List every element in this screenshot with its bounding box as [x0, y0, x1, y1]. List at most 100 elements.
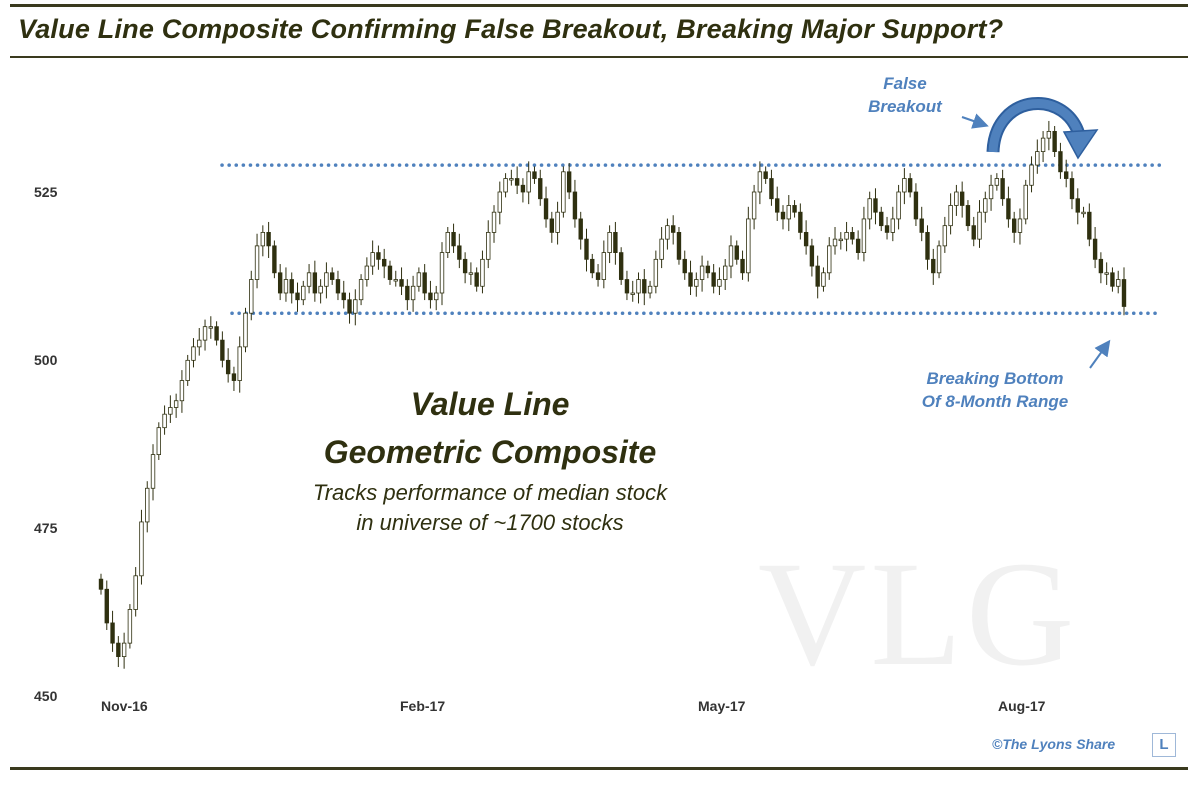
candle-body — [775, 198, 780, 213]
candle — [879, 206, 884, 232]
candle-body — [688, 272, 693, 287]
annotation-line: Of 8-Month Range — [921, 392, 1069, 411]
candle-body — [965, 205, 971, 227]
candle — [1081, 206, 1086, 218]
candle — [699, 255, 705, 292]
candle-body — [1069, 178, 1075, 200]
candle — [751, 184, 757, 230]
candle-body — [803, 231, 809, 247]
candle — [618, 247, 624, 285]
candle — [509, 169, 514, 186]
candle-body — [543, 198, 549, 220]
candle-body — [890, 218, 896, 233]
candle-body — [578, 218, 583, 240]
candle-body — [462, 258, 468, 274]
candle-body — [110, 622, 115, 644]
candle — [642, 269, 647, 306]
candle-body — [1011, 218, 1017, 233]
candle-body — [705, 265, 711, 274]
candle — [746, 206, 751, 282]
candle-body — [410, 285, 416, 301]
candle — [572, 179, 578, 228]
y-tick-label: 500 — [34, 352, 58, 368]
breaking-bottom-label: Breaking Bottom Of 8-Month Range — [880, 367, 1110, 413]
chart-title: Value Line Composite Confirming False Br… — [18, 14, 1004, 44]
candle-body — [850, 231, 855, 240]
candle-body — [607, 231, 612, 253]
candle-body — [884, 225, 890, 233]
candle — [728, 235, 734, 279]
candle-body — [601, 252, 607, 280]
curved-arrow-head — [1062, 129, 1099, 160]
candle-body — [566, 171, 572, 193]
candle — [434, 285, 439, 311]
candle-body — [393, 279, 398, 282]
candle-body — [133, 575, 138, 610]
candle-body — [590, 258, 595, 274]
candle-body — [728, 245, 734, 267]
candle-body — [468, 272, 474, 275]
candle-body — [283, 279, 289, 294]
candle-body — [156, 427, 161, 455]
candle-body — [757, 171, 763, 193]
candle — [775, 186, 780, 221]
candle — [798, 203, 803, 240]
candle-body — [682, 258, 687, 274]
candle — [179, 370, 185, 413]
candle — [971, 216, 976, 247]
index-name: Value Line Geometric Composite — [290, 380, 690, 476]
candle — [590, 253, 595, 279]
candle-body — [1017, 218, 1023, 233]
candle — [659, 227, 664, 269]
candle — [902, 168, 907, 205]
curved-arrow-shaft — [988, 99, 1085, 153]
candle-body — [306, 272, 312, 287]
candle-body — [694, 279, 699, 287]
candle — [249, 270, 254, 321]
candle-body — [647, 285, 653, 294]
candle — [324, 262, 329, 299]
candle — [98, 573, 104, 595]
candle — [1035, 139, 1040, 174]
candle — [1098, 252, 1104, 284]
candle-body — [636, 279, 641, 294]
candles — [98, 120, 1127, 669]
candle — [578, 211, 583, 250]
candle-body — [387, 265, 393, 280]
candle — [295, 282, 300, 312]
candle-body — [1110, 272, 1115, 287]
candle — [260, 225, 266, 257]
candle — [168, 395, 173, 423]
candle-body — [491, 211, 497, 233]
candle-body — [751, 191, 757, 220]
candle — [410, 275, 416, 312]
candle — [601, 240, 607, 289]
candle — [647, 280, 653, 299]
candle — [1092, 227, 1098, 269]
candle — [861, 206, 867, 262]
candle — [1029, 156, 1034, 193]
candle-body — [642, 279, 647, 294]
annotation-line: Breaking Bottom — [926, 369, 1064, 388]
candle-body — [1046, 130, 1052, 139]
candle — [370, 240, 375, 275]
candle-body — [861, 218, 867, 254]
candle — [150, 444, 156, 501]
candle-body — [942, 225, 948, 247]
candle-body — [549, 218, 555, 233]
candle — [399, 267, 404, 296]
candle-body — [301, 285, 306, 301]
candle — [549, 211, 555, 243]
candle-body — [873, 198, 878, 213]
candle — [514, 166, 520, 195]
candle — [607, 225, 612, 264]
candle-body — [197, 339, 202, 348]
watermark: VLG — [758, 531, 1079, 697]
candle-body — [312, 272, 318, 294]
candle-body — [988, 184, 994, 200]
candle — [705, 260, 711, 279]
candle — [792, 200, 797, 218]
candle-body — [827, 245, 832, 274]
candle-body — [208, 326, 214, 329]
candle-body — [913, 191, 919, 220]
